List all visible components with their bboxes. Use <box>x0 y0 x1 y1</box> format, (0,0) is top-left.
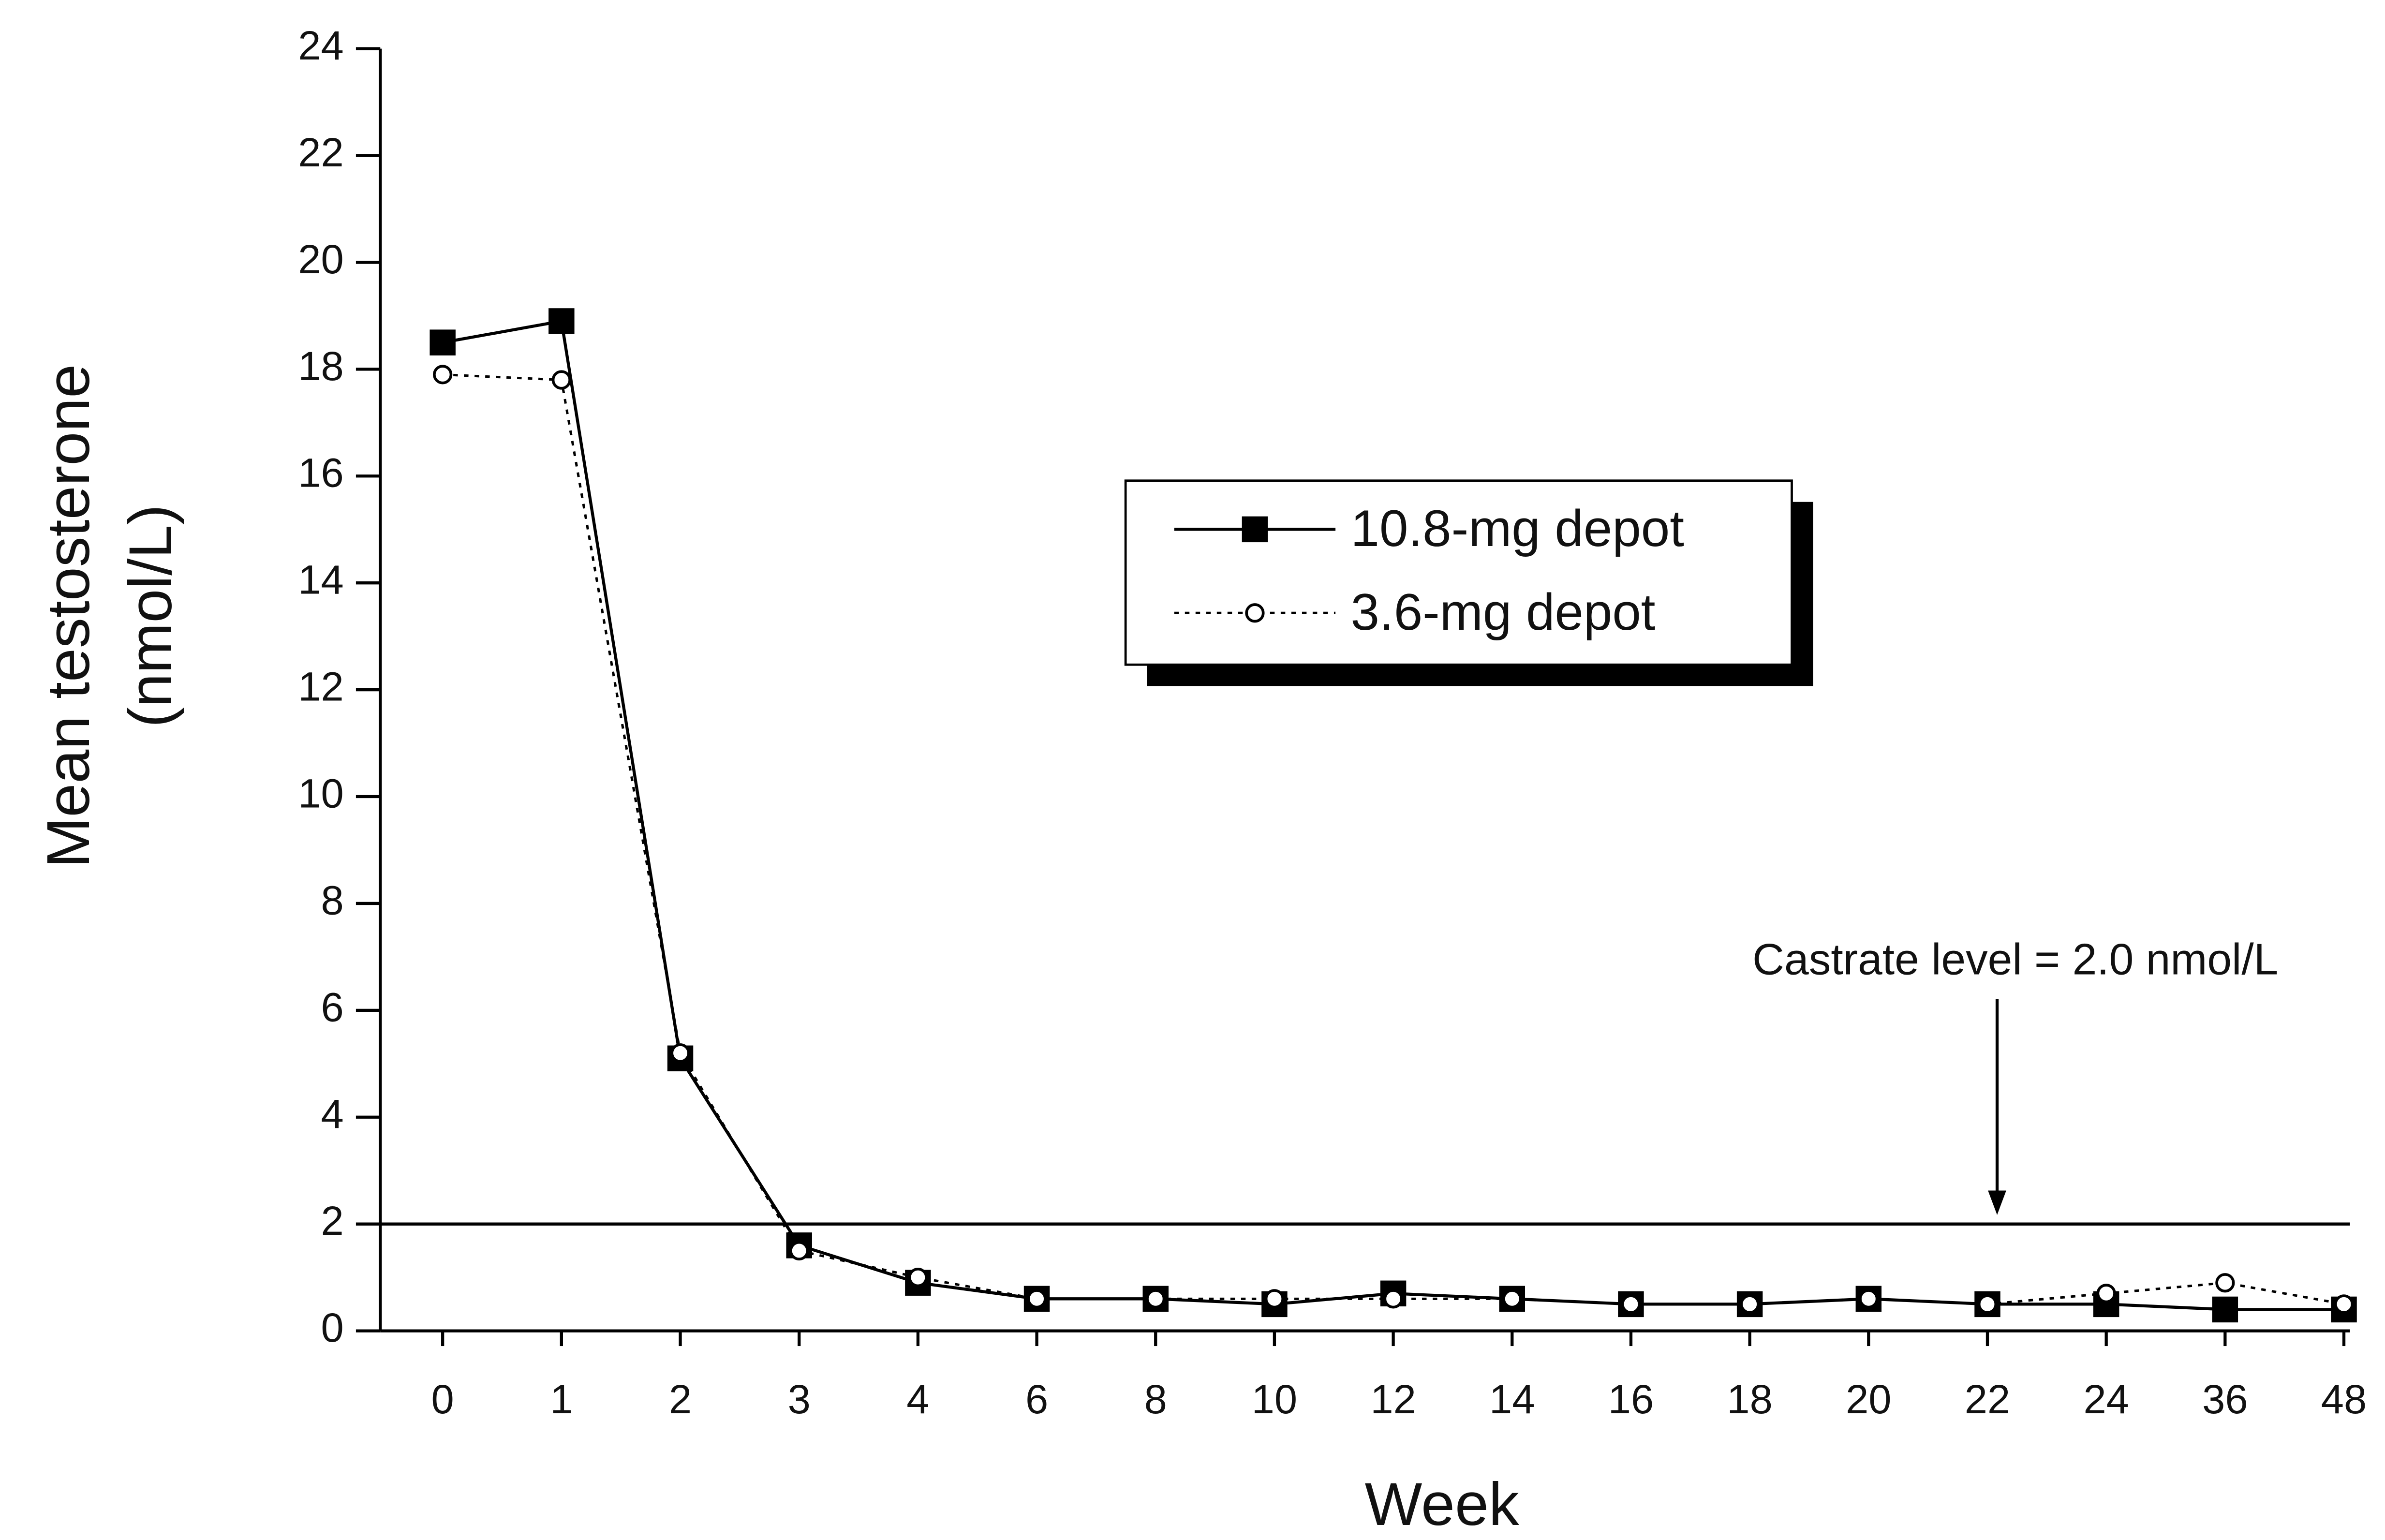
x-tick-label: 24 <box>2083 1376 2129 1422</box>
y-tick-label: 18 <box>298 343 343 389</box>
marker <box>1245 603 1265 623</box>
x-tick-label: 2 <box>669 1376 692 1422</box>
y-tick-label: 22 <box>298 129 343 175</box>
y-tick-label: 12 <box>298 664 343 710</box>
y-tick-label: 14 <box>298 557 343 603</box>
y-tick-label: 4 <box>321 1091 344 1137</box>
y-axis-title: (nmol/L) <box>116 504 184 727</box>
marker <box>2215 1273 2235 1293</box>
x-tick-label: 12 <box>1370 1376 1416 1422</box>
legend-box <box>1124 479 1793 666</box>
marker <box>548 308 575 334</box>
x-tick-label: 22 <box>1965 1376 2010 1422</box>
x-tick-label: 36 <box>2202 1376 2248 1422</box>
y-tick-label: 20 <box>298 236 343 282</box>
legend-label: 10.8-mg depot <box>1351 499 1684 557</box>
annotation-arrowhead <box>1988 1190 2006 1215</box>
y-axis-title: Mean testosterone <box>34 364 102 868</box>
marker <box>1740 1294 1760 1314</box>
marker <box>2096 1284 2116 1303</box>
x-tick-label: 20 <box>1846 1376 1891 1422</box>
y-tick-label: 8 <box>321 877 344 923</box>
x-tick-label: 0 <box>431 1376 454 1422</box>
marker <box>1977 1294 1998 1314</box>
marker <box>551 370 571 390</box>
x-tick-label: 3 <box>788 1376 811 1422</box>
marker <box>908 1268 928 1288</box>
marker <box>789 1241 809 1261</box>
marker <box>1383 1289 1403 1309</box>
legend: 10.8-mg depot 3.6-mg depot <box>1124 479 1813 686</box>
marker <box>1859 1289 1879 1309</box>
series-line <box>442 319 2344 1311</box>
x-tick-label: 8 <box>1144 1376 1167 1422</box>
y-tick-label: 24 <box>298 22 343 68</box>
marker <box>2212 1296 2238 1323</box>
x-axis-title: Week <box>1365 1470 1520 1538</box>
marker <box>433 365 453 385</box>
x-tick-label: 16 <box>1608 1376 1654 1422</box>
marker <box>1027 1289 1047 1309</box>
marker <box>1502 1289 1522 1309</box>
marker <box>1242 516 1268 543</box>
annotation: Castrate level = 2.0 nmol/L <box>1752 935 2278 984</box>
x-tick-label: 18 <box>1727 1376 1772 1422</box>
x-tick-label: 10 <box>1252 1376 1297 1422</box>
x-tick-label: 14 <box>1489 1376 1535 1422</box>
marker <box>430 329 456 355</box>
legend-label: 3.6-mg depot <box>1351 583 1656 641</box>
x-tick-label: 6 <box>1025 1376 1048 1422</box>
y-tick-label: 2 <box>321 1198 344 1244</box>
marker <box>670 1043 690 1063</box>
y-tick-label: 10 <box>298 770 343 816</box>
marker <box>1264 1289 1285 1309</box>
x-tick-label: 4 <box>906 1376 929 1422</box>
marker <box>1621 1294 1641 1314</box>
x-tick-label: 1 <box>550 1376 573 1422</box>
y-tick-label: 16 <box>298 450 343 496</box>
x-tick-label: 48 <box>2321 1376 2367 1422</box>
y-tick-label: 0 <box>321 1304 344 1350</box>
marker <box>1146 1289 1166 1309</box>
marker <box>2334 1294 2354 1314</box>
y-tick-label: 6 <box>321 984 344 1030</box>
